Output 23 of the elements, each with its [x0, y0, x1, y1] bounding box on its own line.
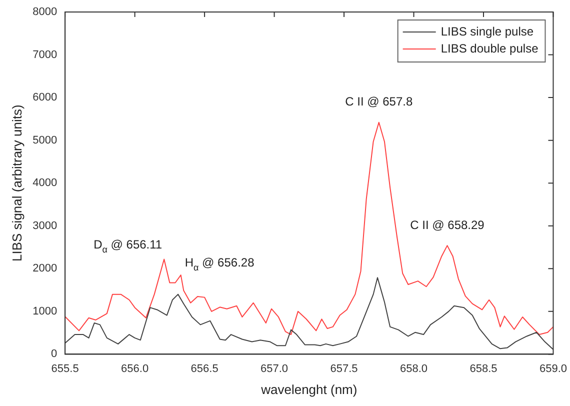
- annotation: C II @ 657.8: [345, 94, 413, 109]
- y-tick-label: 8000: [32, 6, 58, 18]
- y-tick-label: 1000: [32, 305, 58, 318]
- x-tick-label: 657.0: [260, 362, 288, 375]
- x-tick-label: 656.5: [190, 362, 218, 375]
- y-tick-label: 6000: [32, 92, 58, 104]
- x-tick-label: 655.5: [51, 362, 79, 375]
- x-tick-label: 659.0: [539, 362, 567, 375]
- x-axis-title: wavelenght (nm): [260, 382, 358, 397]
- annotation: C II @ 658.29: [410, 218, 485, 232]
- y-tick-label: 3000: [32, 220, 58, 232]
- y-tick-label: 7000: [32, 48, 58, 61]
- x-tick-label: 657.5: [330, 362, 358, 375]
- legend-label: LIBS single pulse: [440, 24, 534, 38]
- y-tick-label: 4000: [32, 177, 58, 190]
- y-tick-label: 5000: [32, 134, 58, 146]
- x-tick-label: 658.5: [470, 362, 498, 375]
- y-tick-label: 0: [50, 348, 58, 360]
- legend-label: LIBS double pulse: [440, 41, 539, 56]
- x-tick-label: 658.0: [400, 362, 428, 375]
- x-tick-label: 656.0: [121, 362, 149, 375]
- y-axis-title: LIBS signal (arbitrary units): [9, 104, 24, 262]
- y-tick-label: 2000: [32, 262, 58, 275]
